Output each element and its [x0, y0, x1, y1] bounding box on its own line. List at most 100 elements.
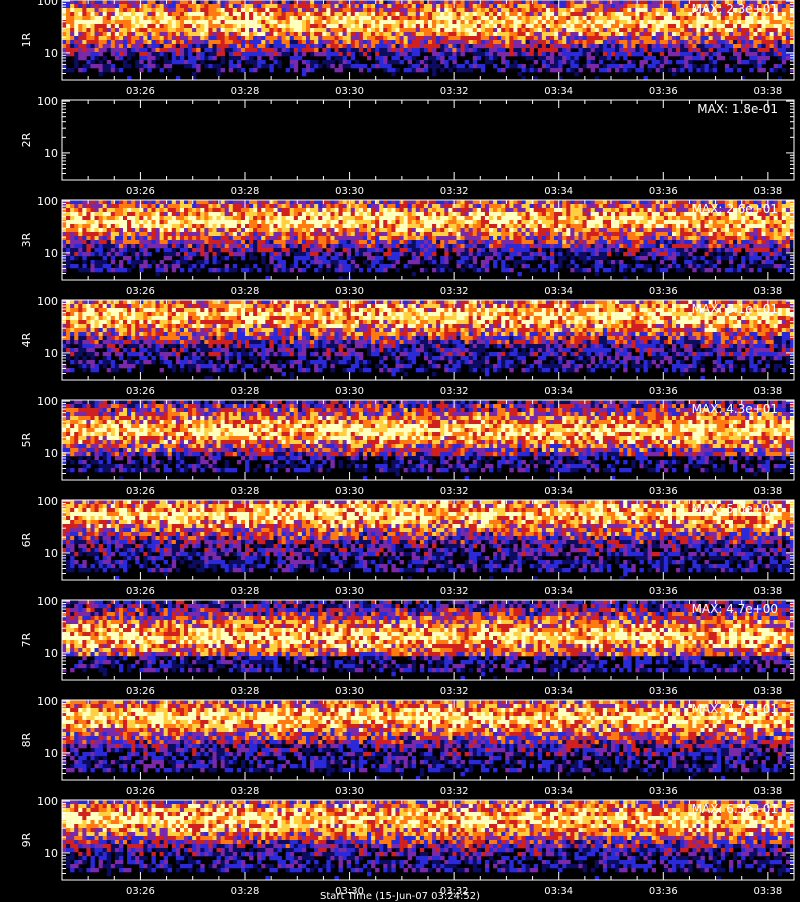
x-tick-label: 03:36: [649, 586, 678, 597]
max-annotation: MAX: 6.5e+01: [692, 802, 778, 816]
heatmap-cells: [62, 300, 794, 380]
x-tick-label: 03:34: [544, 86, 573, 97]
x-tick-label: 03:36: [649, 86, 678, 97]
x-tick-label: 03:28: [231, 586, 260, 597]
x-tick-label: 03:28: [231, 686, 260, 697]
y-tick-label: 100: [37, 0, 58, 8]
x-tick-label: 03:30: [335, 286, 364, 297]
heatmap-cells: [62, 400, 794, 480]
y-tick-label: 100: [37, 295, 58, 308]
y-tick-label: 10: [44, 47, 58, 60]
x-tick-label: 03:26: [126, 486, 155, 497]
x-tick-label: 03:34: [544, 186, 573, 197]
x-tick-label: 03:34: [544, 386, 573, 397]
x-tick-label: 03:34: [544, 486, 573, 497]
max-annotation: MAX: 5.1e+01: [692, 302, 778, 316]
y-tick-label: 100: [37, 795, 58, 808]
x-tick-label: 03:26: [126, 686, 155, 697]
x-tick-label: 03:28: [231, 486, 260, 497]
x-tick-label: 03:36: [649, 686, 678, 697]
x-axis-title: Start Time (15-Jun-07 03:24:52): [0, 891, 800, 902]
x-tick-label: 03:26: [126, 386, 155, 397]
x-tick-label: 03:36: [649, 186, 678, 197]
x-tick-label: 03:30: [335, 386, 364, 397]
x-tick-label: 03:32: [440, 286, 469, 297]
x-tick-label: 03:36: [649, 386, 678, 397]
x-tick-label: 03:32: [440, 586, 469, 597]
x-tick-label: 03:38: [753, 286, 782, 297]
panel-ylabel: 2R: [20, 132, 33, 147]
max-annotation: MAX: 4.7e+01: [692, 702, 778, 716]
y-tick-label: 100: [37, 495, 58, 508]
x-tick-label: 03:30: [335, 686, 364, 697]
panel-ylabel: 8R: [20, 732, 33, 747]
x-tick-label: 03:26: [126, 286, 155, 297]
heatmap-cells: [62, 0, 794, 80]
x-tick-label: 03:38: [753, 586, 782, 597]
x-tick-label: 03:36: [649, 486, 678, 497]
plot-area: [62, 100, 794, 180]
y-tick-label: 10: [44, 147, 58, 160]
x-tick-label: 03:30: [335, 86, 364, 97]
x-tick-label: 03:28: [231, 386, 260, 397]
x-tick-label: 03:38: [753, 686, 782, 697]
y-tick-label: 10: [44, 447, 58, 460]
x-tick-label: 03:32: [440, 186, 469, 197]
panel-3R: 100 10 03:26 03:28 03:30 03:32 03:34 03:36 03:38…: [20, 195, 794, 297]
max-annotation: MAX: 4.3e+01: [692, 402, 778, 416]
max-annotation: MAX: 4.7e+00: [692, 602, 778, 616]
panel-ylabel: 6R: [20, 532, 33, 547]
y-tick-label: 10: [44, 347, 58, 360]
panel-ylabel: 5R: [20, 432, 33, 447]
max-annotation: MAX: 2.6e+01: [692, 202, 778, 216]
x-tick-label: 03:30: [335, 586, 364, 597]
x-tick-label: 03:26: [126, 86, 155, 97]
x-tick-label: 03:34: [544, 586, 573, 597]
y-tick-label: 100: [37, 595, 58, 608]
x-tick-label: 03:38: [753, 186, 782, 197]
x-tick-label: 03:30: [335, 486, 364, 497]
y-tick-label: 10: [44, 647, 58, 660]
panel-ylabel: 9R: [20, 832, 33, 847]
panel-5R: 100 10 03:26 03:28 03:30 03:32 03:34 03:36 03:38…: [20, 395, 794, 497]
x-tick-label: 03:30: [335, 786, 364, 797]
x-tick-label: 03:32: [440, 686, 469, 697]
x-tick-label: 03:36: [649, 286, 678, 297]
x-tick-label: 03:30: [335, 186, 364, 197]
x-tick-label: 03:26: [126, 186, 155, 197]
x-tick-label: 03:36: [649, 786, 678, 797]
panel-ylabel: 4R: [20, 332, 33, 347]
x-tick-label: 03:28: [231, 286, 260, 297]
heatmap-cells: [62, 600, 794, 680]
x-tick-label: 03:34: [544, 786, 573, 797]
max-annotation: MAX: 1.8e-01: [697, 102, 778, 116]
heatmap-cells: [62, 700, 794, 780]
x-tick-label: 03:32: [440, 486, 469, 497]
x-tick-label: 03:26: [126, 786, 155, 797]
x-tick-label: 03:28: [231, 186, 260, 197]
max-annotation: MAX: 5.6e+01: [692, 502, 778, 516]
panel-ylabel: 3R: [20, 232, 33, 247]
panel-7R: 100 10 03:26 03:28 03:30 03:32 03:34 03:36 03:38…: [20, 595, 794, 697]
x-tick-label: 03:34: [544, 286, 573, 297]
x-tick-label: 03:34: [544, 686, 573, 697]
x-tick-label: 03:28: [231, 786, 260, 797]
y-tick-label: 10: [44, 247, 58, 260]
heatmap-cells: [62, 800, 794, 880]
x-tick-label: 03:32: [440, 386, 469, 397]
x-tick-label: 03:38: [753, 486, 782, 497]
max-annotation: MAX: 2.3e+01: [692, 2, 778, 16]
y-tick-label: 100: [37, 395, 58, 408]
x-tick-label: 03:38: [753, 786, 782, 797]
x-tick-label: 03:28: [231, 86, 260, 97]
x-tick-label: 03:32: [440, 86, 469, 97]
y-tick-label: 100: [37, 195, 58, 208]
heatmap-cells: [62, 500, 794, 580]
y-tick-label: 10: [44, 547, 58, 560]
